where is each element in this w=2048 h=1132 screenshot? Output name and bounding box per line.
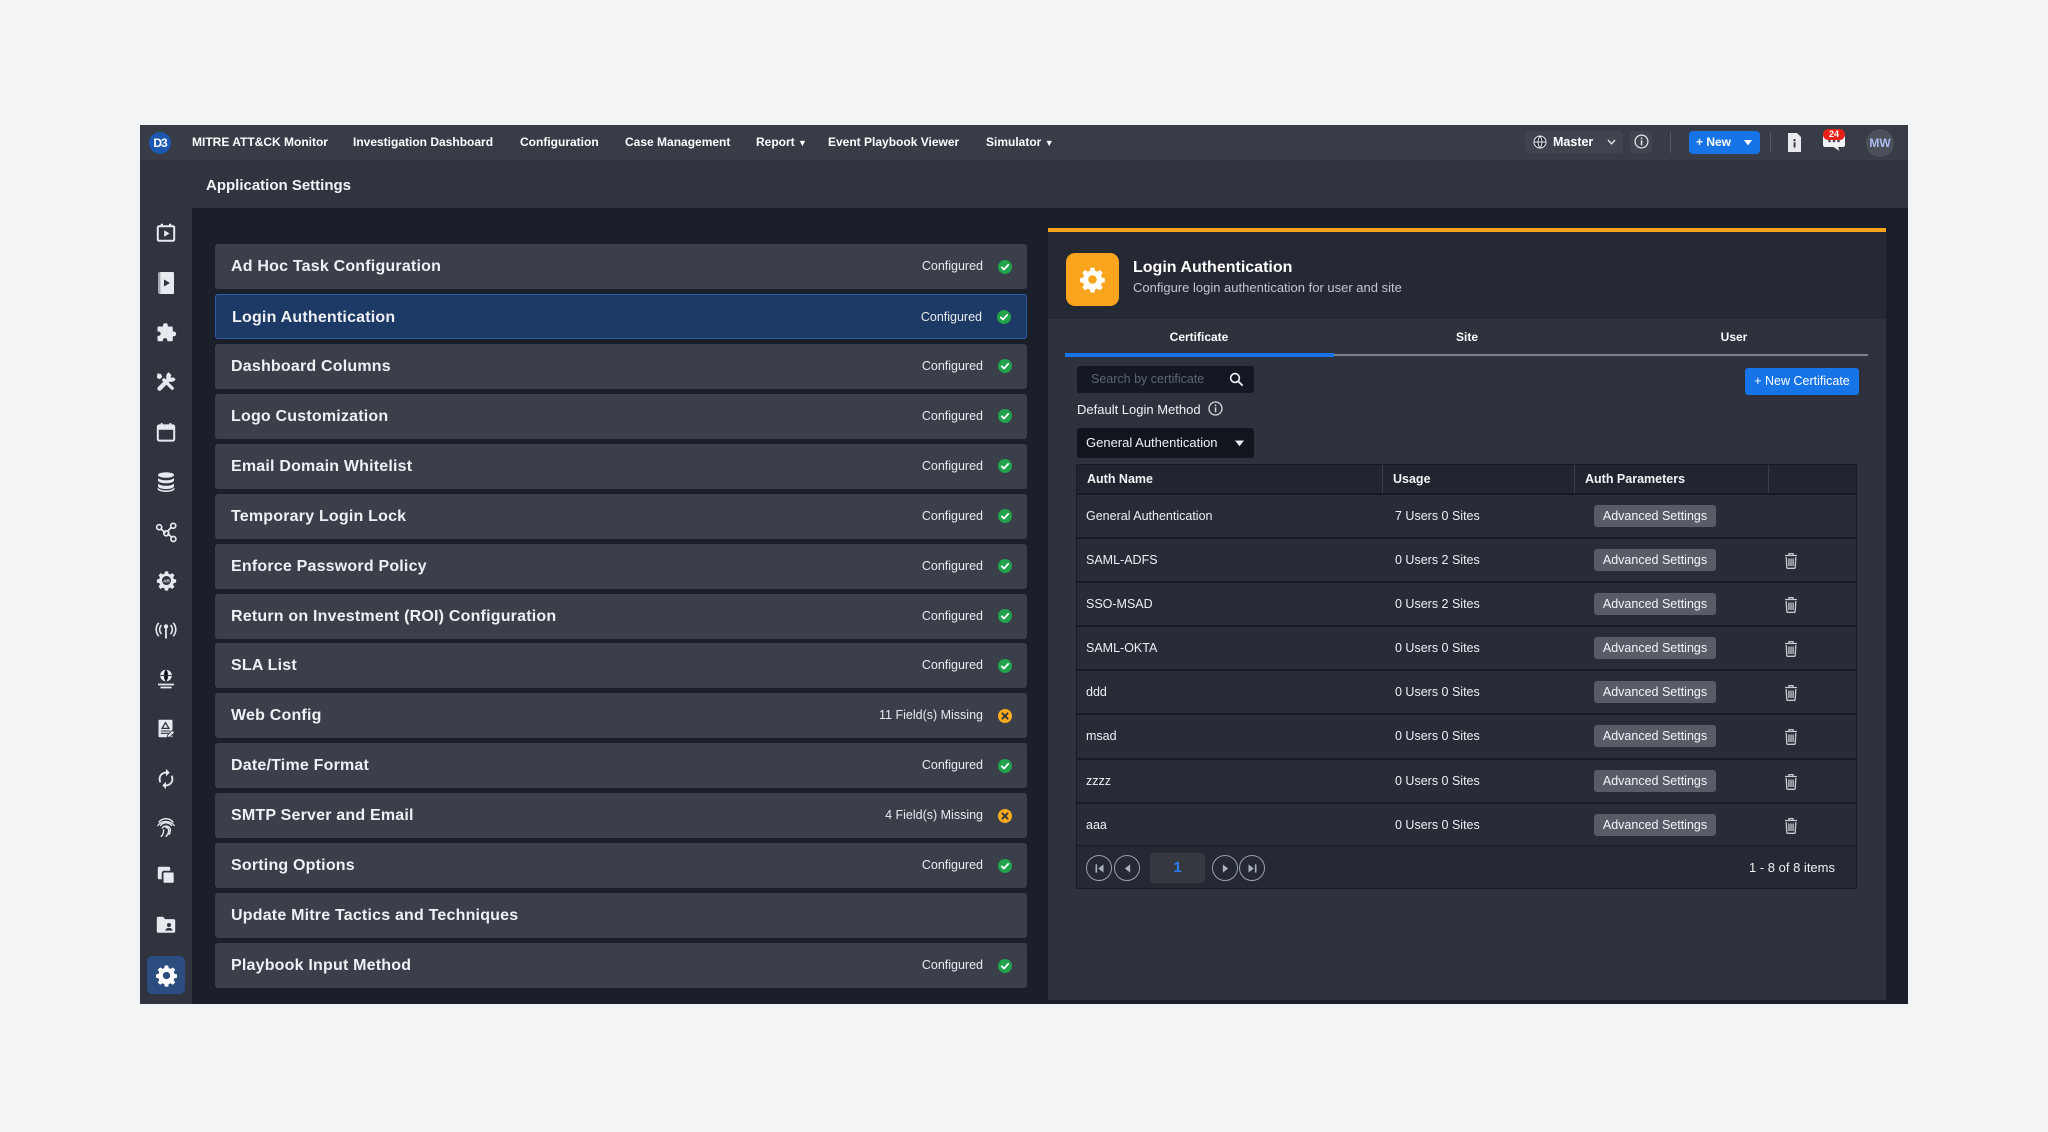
svg-text:AR: AR bbox=[163, 578, 170, 584]
